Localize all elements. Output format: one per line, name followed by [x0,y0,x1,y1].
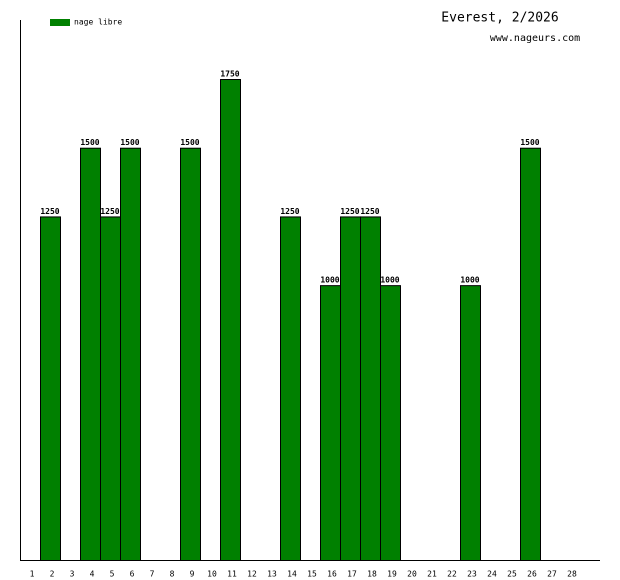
chart-subtitle: www.nageurs.com [490,33,580,44]
x-tick-label: 9 [190,570,195,579]
bar [380,285,401,561]
value-label: 1000 [460,276,479,285]
x-tick-label: 1 [30,570,35,579]
bar [280,216,301,562]
x-tick-label: 17 [347,570,357,579]
bar [100,216,121,562]
value-label: 1250 [280,207,299,216]
bar [80,147,101,561]
value-label: 1500 [180,138,199,147]
bar [180,147,201,561]
x-tick-label: 2 [50,570,55,579]
bar [40,216,61,562]
x-tick-label: 19 [387,570,397,579]
x-tick-label: 12 [247,570,257,579]
bar [520,147,541,561]
bar [340,216,361,562]
chart-title: Everest, 2/2026 [441,11,558,26]
x-tick-label: 26 [527,570,537,579]
value-label: 1250 [340,207,359,216]
value-label: 1000 [380,276,399,285]
x-tick-label: 25 [507,570,517,579]
value-label: 1500 [120,138,139,147]
x-tick-label: 6 [130,570,135,579]
value-label: 1500 [80,138,99,147]
x-tick-label: 16 [327,570,337,579]
bar [320,285,341,561]
x-tick-label: 20 [407,570,417,579]
x-tick-label: 21 [427,570,437,579]
value-label: 1250 [100,207,119,216]
legend-label: nage libre [74,18,122,27]
x-tick-label: 28 [567,570,577,579]
x-tick-label: 15 [307,570,317,579]
x-tick-label: 27 [547,570,557,579]
value-label: 1250 [360,207,379,216]
bar [360,216,381,562]
value-label: 1500 [520,138,539,147]
x-tick-label: 18 [367,570,377,579]
x-tick-label: 22 [447,570,457,579]
x-tick-label: 24 [487,570,497,579]
x-tick-label: 23 [467,570,477,579]
x-tick-label: 7 [150,570,155,579]
x-tick-label: 11 [227,570,237,579]
bar [220,79,241,561]
value-label: 1000 [320,276,339,285]
x-tick-label: 14 [287,570,297,579]
value-label: 1750 [220,70,239,79]
x-tick-label: 3 [70,570,75,579]
bar [460,285,481,561]
x-tick-label: 13 [267,570,277,579]
x-tick-label: 5 [110,570,115,579]
x-tick-label: 4 [90,570,95,579]
bar [120,147,141,561]
x-tick-label: 10 [207,570,217,579]
legend-swatch [50,19,70,26]
value-label: 1250 [40,207,59,216]
x-tick-label: 8 [170,570,175,579]
